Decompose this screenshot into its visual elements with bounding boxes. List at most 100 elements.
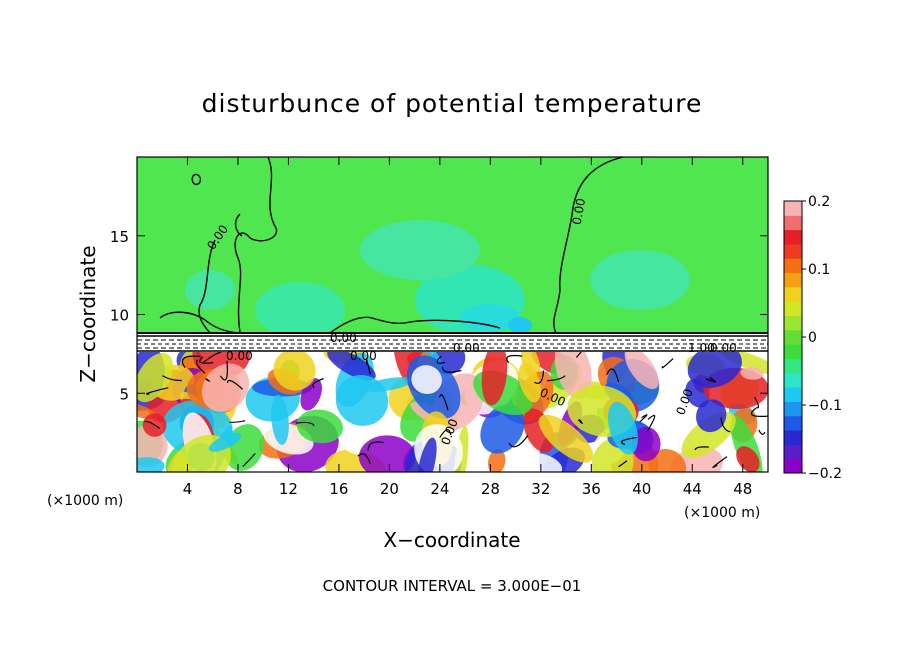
contour-line — [547, 375, 566, 382]
swirl-blob — [411, 365, 442, 395]
contour-label: 0.00 — [710, 341, 737, 355]
contour-line — [618, 460, 628, 468]
swirl-blob — [695, 399, 727, 433]
contour-line — [754, 396, 759, 409]
contour-line — [203, 352, 222, 363]
swirl-blob — [624, 352, 659, 390]
swirl-blob — [296, 409, 343, 444]
cyan-patch — [508, 317, 532, 333]
swirl-blob — [488, 448, 506, 472]
contour-line — [145, 387, 169, 395]
inversion-band — [137, 332, 768, 352]
x-unit-right: (×1000 m) — [684, 505, 760, 521]
x-axis: 4 8 12 16 20 24 28 32 36 40 44 48 — [183, 157, 752, 498]
cyan-patch — [360, 220, 480, 280]
contour-line — [506, 354, 523, 364]
contours — [159, 157, 624, 334]
contour-line — [162, 375, 182, 382]
contour-line — [367, 441, 384, 451]
colorbar-swatch — [784, 387, 802, 402]
swirl-blob — [518, 362, 541, 403]
colorbar-swatch — [784, 258, 802, 274]
colorbar-swatch — [784, 201, 802, 216]
colorbar-tick-label: 0 — [808, 330, 817, 346]
swirl-blob — [670, 446, 723, 472]
colorbar-tick-label: −0.2 — [808, 466, 842, 482]
x-tick-label: 28 — [481, 480, 500, 498]
colorbar-swatch — [784, 372, 802, 388]
contour-line — [553, 157, 624, 334]
contour-line — [199, 356, 214, 364]
colorbar-swatch — [784, 301, 802, 317]
contour-line — [144, 420, 161, 429]
colorbar-swatch — [784, 272, 802, 288]
contour-line — [661, 358, 674, 369]
x-tick-label: 4 — [183, 480, 193, 498]
x-tick-label: 44 — [683, 480, 702, 498]
contour-line — [159, 311, 241, 334]
y-tick-label: 10 — [110, 307, 129, 325]
colorbar-swatch — [784, 444, 802, 460]
colorbar-swatch — [784, 243, 802, 259]
contour-line — [229, 420, 246, 423]
contour-label: 0.00 — [453, 341, 480, 355]
contour-line — [577, 419, 583, 425]
swirl-blob — [201, 363, 250, 412]
colorbar-tick-label: 0.1 — [808, 262, 830, 278]
contour-label: 0.00 — [330, 331, 357, 345]
swirl-blob — [480, 404, 525, 454]
y-tick-label: 5 — [119, 385, 129, 403]
cyan-patch — [460, 304, 520, 332]
contour-line — [639, 414, 648, 423]
swirl-blob — [208, 432, 242, 452]
y-tick-label: 15 — [110, 228, 129, 246]
y-axis-label: Z−coordinate — [76, 245, 100, 382]
colorbar-swatch — [784, 430, 802, 445]
colorbar-swatch — [784, 315, 802, 331]
swirl-blob — [607, 401, 638, 455]
x-tick-label: 48 — [733, 480, 752, 498]
contour-line — [694, 446, 709, 451]
contour-line — [181, 355, 201, 368]
contour-line — [205, 378, 211, 382]
swirl-blob — [358, 435, 416, 472]
swirl-blob — [740, 366, 764, 380]
x-tick-label: 24 — [430, 480, 449, 498]
swirl-blob — [554, 352, 592, 400]
colorbar-tick-label: −0.1 — [808, 398, 842, 414]
contour-label: 0.00 — [226, 349, 253, 363]
contour-line — [758, 429, 766, 435]
contour-line — [219, 360, 228, 381]
colorbar-swatch — [784, 329, 802, 345]
contour-interval-footer: CONTOUR INTERVAL = 3.000E−01 — [323, 577, 582, 595]
swirl-blob — [137, 352, 174, 403]
swirl-blob — [273, 352, 316, 391]
colorbar-swatch — [784, 286, 802, 302]
inversion-fill — [137, 332, 768, 352]
colorbar: 0.2 0.1 0 −0.1 −0.2 — [783, 194, 842, 482]
contour-line — [620, 436, 637, 445]
y-axis: 5 10 15 — [110, 228, 768, 403]
colorbar-swatch — [784, 344, 802, 359]
cyan-patch — [255, 282, 345, 338]
contour-line — [436, 355, 446, 364]
contour-line — [442, 366, 462, 373]
contour-line — [439, 394, 449, 411]
contour-line — [329, 316, 501, 334]
swirl-blob — [687, 352, 742, 388]
contour-line — [312, 378, 324, 389]
contour-line — [575, 352, 582, 358]
x-tick-label: 36 — [582, 480, 601, 498]
contour-line — [439, 429, 452, 438]
x-tick-label: 20 — [380, 480, 399, 498]
x-axis-label: X−coordinate — [383, 528, 520, 552]
cyan-patch — [590, 250, 690, 310]
contour-line — [357, 453, 371, 464]
contour-line — [234, 157, 278, 333]
contour-line — [195, 359, 206, 374]
contour-line — [712, 456, 728, 468]
swirl-blob — [481, 352, 508, 406]
contour-line — [191, 173, 202, 186]
swirl-blob — [631, 426, 661, 462]
